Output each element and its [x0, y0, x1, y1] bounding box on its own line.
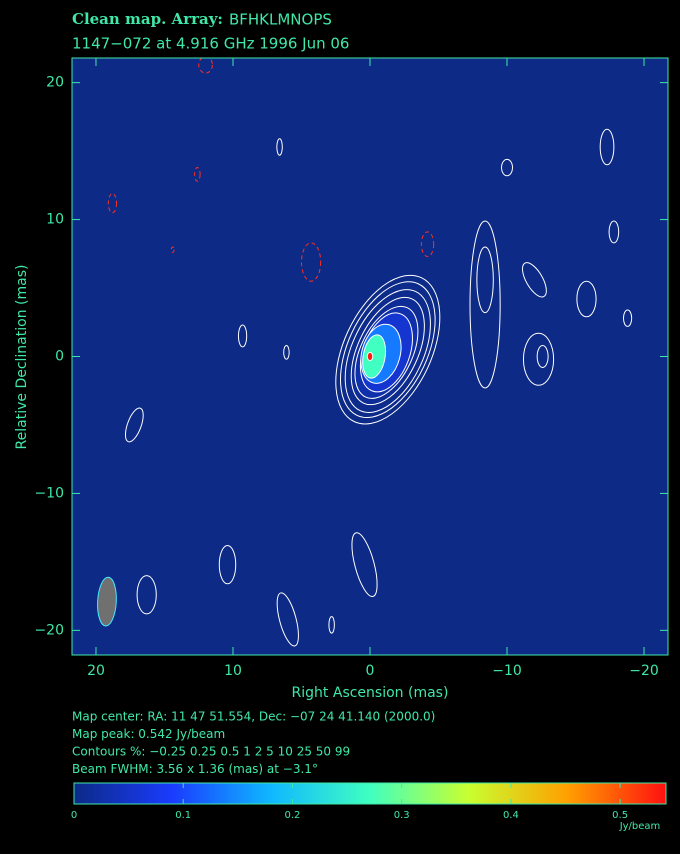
contour	[276, 592, 299, 647]
contour	[576, 280, 597, 318]
negative-contour	[194, 167, 201, 182]
negative-contour	[107, 193, 118, 214]
colorbar-label: Jy/beam	[619, 821, 661, 832]
contour	[599, 128, 615, 166]
colorbar-tick-label: 0.3	[394, 810, 410, 821]
info-line: Beam FWHM: 3.56 x 1.36 (mas) at −3.1°	[72, 762, 318, 776]
contour	[283, 345, 290, 360]
info-line: Map peak: 0.542 Jy/beam	[72, 727, 225, 741]
contour	[501, 158, 513, 177]
contour	[351, 532, 378, 597]
y-tick-label: 0	[55, 349, 64, 365]
contour	[622, 309, 633, 327]
colorbar-tick-label: 0.5	[612, 810, 628, 821]
colorbar	[73, 782, 667, 805]
x-tick-label: −20	[629, 663, 659, 679]
contour	[522, 332, 555, 386]
info-line: Contours %: −0.25 0.25 0.5 1 2 5 10 25 5…	[72, 745, 350, 759]
core-contour	[366, 351, 374, 362]
y-tick-label: 10	[46, 212, 64, 228]
chart-title: Clean map. Array:	[72, 10, 223, 28]
y-axis-label: Relative Declination (mas)	[14, 265, 30, 450]
x-tick-label: −10	[492, 663, 522, 679]
colorbar-tick-label: 0	[71, 810, 77, 821]
contour	[124, 407, 144, 443]
colorbar-tick-label: 0.2	[284, 810, 300, 821]
colorbar-tick-label: 0.1	[175, 810, 191, 821]
negative-contour	[170, 246, 175, 253]
y-tick-label: −20	[34, 622, 64, 638]
contour	[276, 138, 283, 156]
y-tick-label: 20	[46, 75, 64, 91]
x-tick-label: 0	[366, 663, 375, 679]
negative-contour	[420, 231, 435, 258]
beam	[97, 576, 117, 627]
x-tick-label: 20	[87, 663, 105, 679]
contour	[328, 616, 335, 634]
negative-contour	[300, 242, 322, 282]
contour	[608, 220, 620, 244]
array-name: BFHKLMNOPS	[229, 11, 332, 29]
colorbar-tick-label: 0.4	[503, 810, 519, 821]
contour	[136, 575, 157, 615]
contour	[521, 262, 547, 298]
contour	[469, 220, 501, 389]
y-tick-label: −10	[34, 485, 64, 501]
x-axis-label: Right Ascension (mas)	[292, 685, 449, 701]
negative-contour	[198, 58, 213, 74]
plot-area	[97, 58, 633, 647]
core-contour	[362, 334, 387, 379]
contour	[536, 345, 549, 368]
contour	[476, 246, 494, 314]
contour	[237, 324, 248, 348]
chart-subtitle: 1147−072 at 4.916 GHz 1996 Jun 06	[72, 35, 349, 53]
x-tick-label: 10	[224, 663, 242, 679]
info-line: Map center: RA: 11 47 51.554, Dec: −07 2…	[72, 710, 435, 724]
contour	[218, 544, 237, 585]
